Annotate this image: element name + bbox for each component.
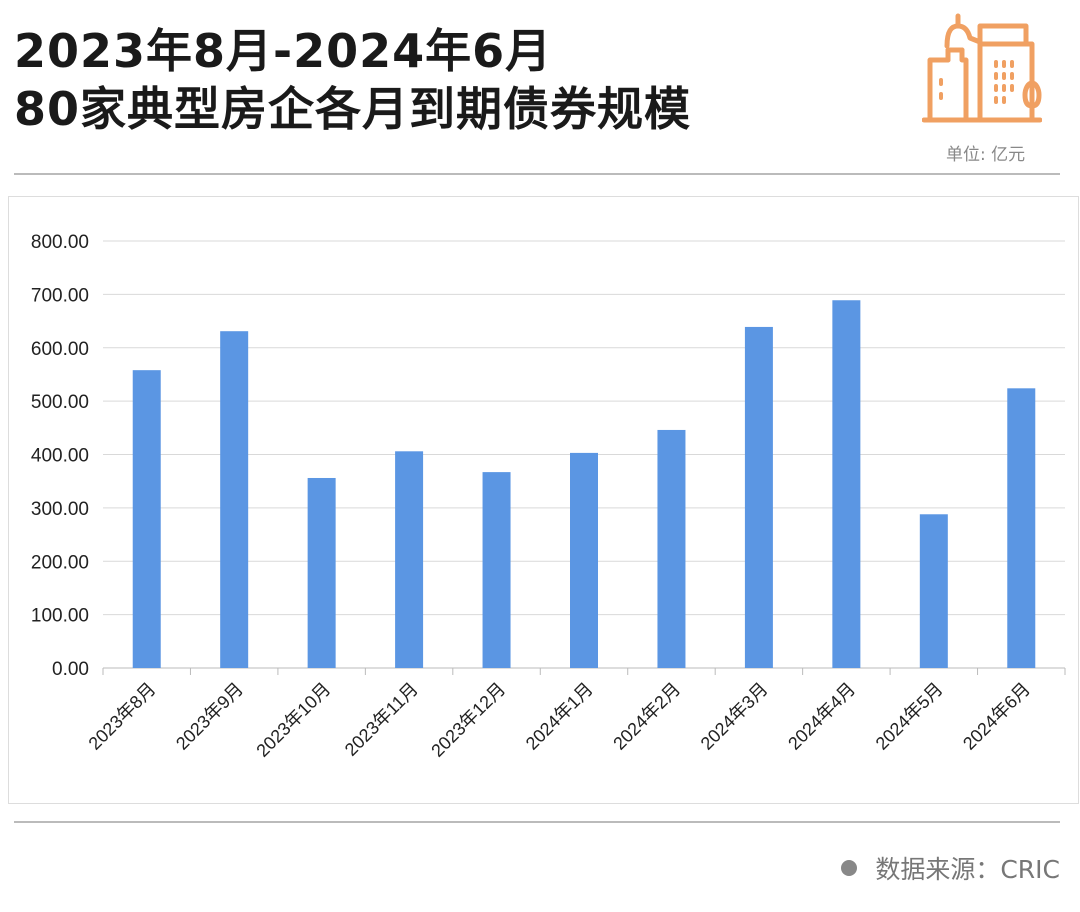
buildings-icon bbox=[922, 13, 1042, 123]
x-tick-label: 2023年11月 bbox=[341, 679, 422, 760]
x-tick-label: 2023年8月 bbox=[85, 679, 160, 754]
bar bbox=[832, 300, 861, 668]
y-tick-label: 200.00 bbox=[31, 552, 89, 573]
bullet-icon bbox=[841, 860, 858, 876]
chart-title: 2023年8月-2024年6月 80家典型房企各月到期债券规模 bbox=[14, 22, 691, 138]
title-line-1: 2023年8月-2024年6月 bbox=[14, 24, 553, 78]
x-tick-label: 2024年1月 bbox=[522, 679, 597, 754]
x-tick-label: 2024年6月 bbox=[959, 679, 1034, 754]
bar bbox=[395, 451, 424, 668]
x-tick-label: 2024年4月 bbox=[784, 679, 859, 754]
y-tick-label: 500.00 bbox=[31, 392, 89, 413]
bar bbox=[482, 472, 511, 668]
bar bbox=[220, 331, 249, 668]
y-tick-label: 600.00 bbox=[31, 339, 89, 360]
y-tick-label: 800.00 bbox=[31, 232, 89, 253]
y-tick-label: 100.00 bbox=[31, 606, 89, 627]
source-label: 数据来源：CRIC bbox=[875, 855, 1060, 884]
bar bbox=[657, 429, 686, 668]
y-tick-label: 700.00 bbox=[31, 285, 89, 306]
chart-frame bbox=[8, 196, 1079, 804]
y-tick-label: 0.00 bbox=[52, 659, 89, 680]
bar bbox=[307, 477, 336, 668]
bar bbox=[570, 452, 598, 668]
x-tick-label: 2023年12月 bbox=[427, 679, 509, 761]
title-line-2: 80家典型房企各月到期债券规模 bbox=[14, 82, 692, 136]
header-divider bbox=[14, 173, 1060, 175]
footer-divider bbox=[14, 821, 1060, 823]
bar bbox=[744, 326, 773, 668]
x-tick-label: 2023年9月 bbox=[172, 679, 247, 754]
y-tick-label: 300.00 bbox=[31, 499, 89, 520]
x-tick-label: 2024年3月 bbox=[697, 679, 772, 754]
x-tick-label: 2024年2月 bbox=[609, 679, 684, 754]
x-tick-label: 2024年5月 bbox=[872, 679, 947, 754]
x-tick-label: 2023年10月 bbox=[252, 679, 334, 761]
bar bbox=[132, 370, 161, 668]
footer: 数据来源：CRIC bbox=[841, 850, 1060, 886]
y-tick-label: 400.00 bbox=[31, 446, 89, 467]
unit-label: 单位: 亿元 bbox=[946, 145, 1026, 165]
bar bbox=[1007, 388, 1036, 668]
bar bbox=[919, 514, 948, 668]
